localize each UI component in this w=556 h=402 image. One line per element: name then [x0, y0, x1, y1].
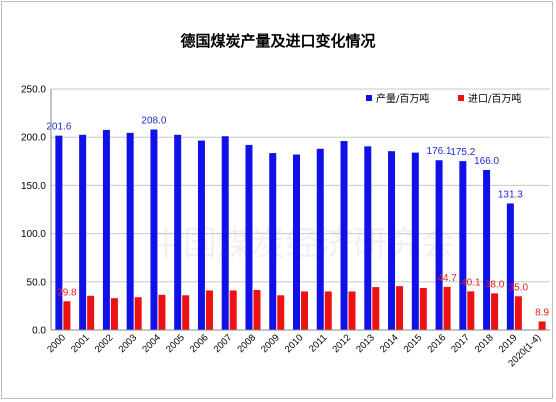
- data-label-production: 208.0: [141, 115, 166, 126]
- bar-import: [443, 286, 451, 330]
- x-tick-label: 2007: [212, 332, 235, 355]
- y-tick-label: 250.0: [21, 85, 46, 96]
- data-label-production: 201.6: [46, 122, 71, 133]
- x-tick-label: 2005: [164, 332, 187, 355]
- bar-import: [63, 301, 71, 330]
- bar-production: [435, 160, 443, 330]
- bar-import: [396, 286, 404, 330]
- x-tick-label: 2010: [283, 332, 306, 355]
- bar-import: [229, 290, 237, 330]
- bar-production: [221, 136, 229, 330]
- bar-import: [301, 291, 308, 330]
- data-label-production: 176.1: [427, 146, 452, 157]
- data-label-import: 40.1: [461, 277, 481, 288]
- bar-import: [324, 291, 332, 330]
- y-tick-label: 0.0: [32, 326, 46, 337]
- x-tick-label: 2017: [449, 332, 472, 355]
- bar-production: [102, 129, 110, 330]
- bar-production: [150, 129, 158, 330]
- x-tick-label: 2008: [235, 332, 258, 355]
- legend: 产量/百万吨 进口/百万吨: [366, 92, 521, 105]
- chart-title: 德国煤炭产量及进口变化情况: [180, 32, 375, 50]
- x-tick-label: 2015: [402, 332, 425, 355]
- bar-production: [340, 141, 348, 330]
- bar-import: [110, 298, 118, 330]
- x-tick-label: 2004: [140, 332, 163, 355]
- bar-production: [174, 134, 182, 330]
- bar-import: [182, 295, 190, 330]
- legend-swatch-import: [458, 95, 464, 101]
- bar-import: [538, 321, 546, 330]
- bar-import: [491, 293, 499, 330]
- bar-production: [293, 154, 300, 330]
- bar-import: [134, 297, 142, 330]
- bar-production: [506, 203, 514, 330]
- x-tick-label: 2016: [425, 332, 448, 355]
- bar-production: [316, 148, 324, 330]
- bar-production: [483, 169, 491, 330]
- y-tick-label: 150.0: [21, 181, 46, 192]
- bar-import: [253, 289, 261, 330]
- bar-production: [459, 161, 467, 330]
- data-label-import: 44.7: [437, 273, 457, 284]
- data-label-import: 29.8: [57, 287, 77, 298]
- x-tick-label: 2011: [307, 332, 329, 354]
- x-tick-label: 2009: [259, 332, 282, 355]
- x-tick-label: 2006: [188, 332, 211, 355]
- bar-import: [205, 290, 213, 330]
- x-tick-label: 2003: [117, 332, 140, 355]
- bar-production: [411, 152, 419, 330]
- data-label-production: 175.2: [450, 147, 475, 158]
- y-tick-label: 50.0: [27, 277, 47, 288]
- legend-label-production: 产量/百万吨: [376, 92, 429, 105]
- x-tick-label: 2012: [330, 332, 353, 355]
- legend-label-import: 进口/百万吨: [468, 92, 521, 105]
- bar-production: [55, 135, 63, 330]
- x-tick-label: 2002: [93, 332, 116, 355]
- gridlines: [51, 88, 550, 283]
- x-tick-label: 2018: [473, 332, 496, 355]
- x-tick-label: 2001: [69, 332, 92, 355]
- bar-import: [419, 288, 427, 330]
- bar-import: [372, 287, 380, 330]
- bar-production: [197, 140, 205, 330]
- bar-import: [348, 291, 356, 330]
- x-tick-label: 2014: [378, 332, 401, 355]
- bar-production: [126, 132, 134, 330]
- data-label-import: 38.0: [485, 279, 505, 290]
- bar-production: [79, 134, 87, 330]
- data-label-import: 8.9: [535, 307, 549, 318]
- y-tick-label: 100.0: [21, 229, 46, 240]
- bar-import: [87, 295, 95, 330]
- bar-production: [364, 146, 372, 330]
- bar-import: [514, 296, 522, 330]
- bar-production: [245, 144, 253, 330]
- watermark-text: 中国煤炭经济研究会: [149, 224, 455, 264]
- bar-production: [388, 151, 396, 330]
- bars: [55, 129, 546, 330]
- x-tick-label: 2000: [45, 332, 68, 355]
- y-tick-label: 200.0: [21, 133, 46, 144]
- legend-swatch-production: [366, 95, 372, 101]
- x-tick-label: 2013: [354, 332, 377, 355]
- data-label-production: 166.0: [474, 156, 499, 167]
- bar-import: [277, 295, 285, 330]
- bar-import: [158, 294, 166, 330]
- bar-production: [269, 153, 277, 330]
- bar-import: [467, 291, 475, 330]
- data-label-import: 35.0: [509, 282, 529, 293]
- data-label-production: 131.3: [498, 189, 523, 200]
